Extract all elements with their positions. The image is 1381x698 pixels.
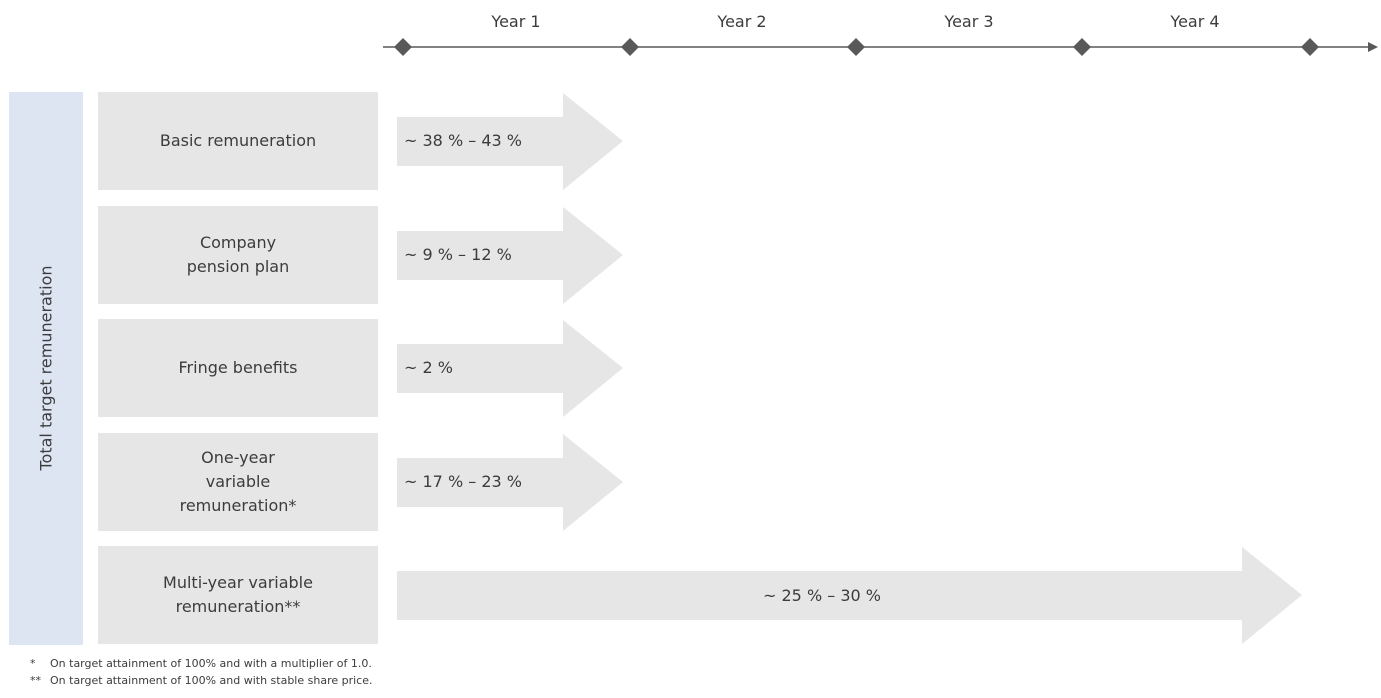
arrow-one-year bbox=[397, 434, 623, 531]
year-label-1: Year 1 bbox=[491, 12, 541, 31]
footnote-2: ** On target attainment of 100% and with … bbox=[30, 674, 373, 687]
row-label-fringe: Fringe benefits bbox=[98, 319, 378, 417]
timeline-marker-0 bbox=[394, 38, 412, 56]
arrow-pension bbox=[397, 207, 623, 304]
row-label-pension: Company pension plan bbox=[98, 206, 378, 304]
share-basic: ~ 38 % – 43 % bbox=[404, 131, 522, 150]
share-one-year: ~ 17 % – 23 % bbox=[404, 472, 522, 491]
row-label-one-year: One-year variable remuneration* bbox=[98, 433, 378, 531]
timeline-marker-1 bbox=[621, 38, 639, 56]
timeline-marker-4 bbox=[1301, 38, 1319, 56]
arrow-fringe bbox=[397, 320, 623, 417]
footnote-text: On target attainment of 100% and with st… bbox=[50, 674, 373, 687]
share-multi-year: ~ 25 % – 30 % bbox=[763, 586, 881, 605]
row-label-text: Multi-year variable remuneration** bbox=[163, 573, 313, 616]
share-pension: ~ 9 % – 12 % bbox=[404, 245, 512, 264]
footnote-text: On target attainment of 100% and with a … bbox=[50, 657, 372, 670]
year-label-4: Year 4 bbox=[1170, 12, 1220, 31]
timeline-marker-2 bbox=[847, 38, 865, 56]
row-label-text: Basic remuneration bbox=[159, 131, 317, 150]
year-label-2: Year 2 bbox=[717, 12, 767, 31]
total-target-panel bbox=[9, 92, 83, 645]
row-label-text: Company pension plan bbox=[186, 233, 290, 276]
timeline-marker-3 bbox=[1073, 38, 1091, 56]
share-fringe: ~ 2 % bbox=[404, 358, 453, 377]
footnote-mark: ** bbox=[30, 674, 41, 687]
row-label-text: Fringe benefits bbox=[178, 358, 298, 377]
timeline-arrowhead bbox=[1368, 42, 1378, 52]
year-label-3: Year 3 bbox=[944, 12, 994, 31]
row-label-multi-year: Multi-year variable remuneration** bbox=[98, 546, 378, 644]
arrow-multi-year bbox=[397, 547, 1302, 644]
footnote-1: * On target attainment of 100% and with a… bbox=[30, 657, 372, 670]
arrow-basic bbox=[397, 93, 623, 190]
row-label-basic: Basic remuneration bbox=[98, 92, 378, 190]
row-label-text: One-year variable remuneration* bbox=[179, 448, 297, 515]
timeline-axis bbox=[383, 38, 1378, 56]
footnote-mark: * bbox=[30, 657, 36, 670]
